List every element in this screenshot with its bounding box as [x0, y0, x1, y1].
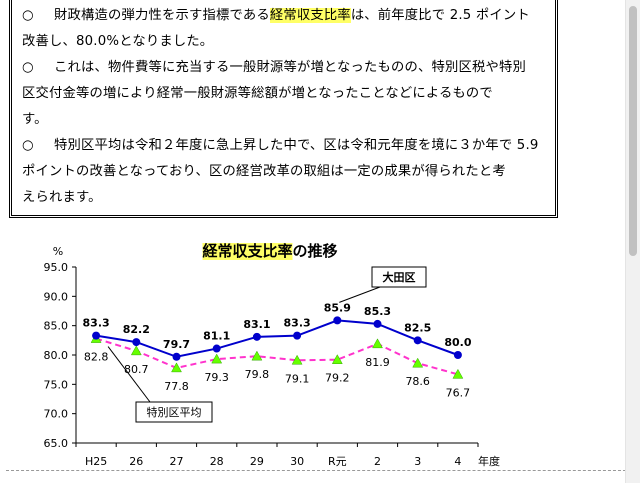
bullet-icon: ○: [22, 8, 34, 23]
series-line-ota: [95, 319, 459, 358]
average-data-label: 79.2: [325, 372, 350, 385]
ota-point: [212, 344, 221, 353]
x-tick-label: 27: [170, 455, 184, 468]
paragraph-1-line-1: ○ 財政構造の弾力性を示す指標である経常収支比率は、前年度比で 2.5 ポイント: [22, 3, 562, 29]
paragraph-2-line-1: ○ これは、物件費等に充当する一般財源等が増となったものの、特別区税や特別: [22, 55, 562, 81]
legend-leader-average: [107, 346, 151, 403]
x-axis-unit: 年度: [478, 454, 500, 468]
paragraph-1-line-2: 改善し、80.0%となりました。: [22, 29, 562, 55]
chart-title-highlight: 経常収支比率: [202, 242, 292, 260]
ota-data-label: 85.9: [324, 301, 351, 314]
average-point: [130, 345, 142, 356]
ratio-chart: 経常収支比率の推移 % 年度 95.0 90.0 85.0 80.0 75.0 70.0 6…: [44, 242, 501, 468]
average-point: [291, 354, 303, 365]
legend-box-ota: [371, 266, 427, 288]
series-line-average: [95, 337, 459, 376]
average-data-label: 80.7: [124, 363, 149, 376]
ota-point: [453, 351, 462, 359]
text-run: 改善し、80.0%となりました。: [22, 34, 214, 49]
y-tick-label: 90.0: [44, 290, 69, 303]
ota-point: [92, 331, 101, 340]
chart-title: 経常収支比率の推移: [202, 242, 337, 260]
text-run: えられます。: [22, 190, 102, 205]
average-data-label: 81.9: [365, 356, 390, 369]
text-run: す。: [22, 112, 48, 127]
paragraph-3-line-1: ○ 特別区平均は令和２年度に急上昇した中で、区は令和元年度を境に３か年で 5.9: [22, 133, 562, 159]
average-point: [211, 353, 223, 364]
paragraph-2-line-3: す。: [22, 107, 562, 133]
average-point: [412, 357, 424, 368]
y-tick-label: 65.0: [44, 437, 69, 450]
highlighted-term: 経常収支比率: [269, 8, 351, 23]
text-run: 財政構造の弾力性を示す指標である: [54, 8, 270, 23]
ota-point: [413, 336, 422, 345]
ota-data-label: 83.3: [83, 317, 110, 330]
x-tick-label: H25: [85, 455, 107, 468]
summary-box: ○ 財政構造の弾力性を示す指標である経常収支比率は、前年度比で 2.5 ポイント改…: [9, 0, 558, 218]
y-tick-label: 95.0: [44, 261, 69, 274]
average-data-label: 76.7: [446, 386, 471, 399]
ota-point: [252, 332, 261, 341]
average-data-label: 79.3: [204, 371, 229, 384]
average-point: [452, 368, 464, 379]
x-tick-label: 26: [129, 455, 143, 468]
paragraph-3-line-2: ポイントの改善となっており、区の経営改革の取組は一定の成果が得られたと考: [22, 159, 562, 185]
chart-title-highlight-bg: [202, 243, 293, 260]
average-point: [372, 338, 383, 349]
paragraph-2-line-2: 区交付金等の増により経常一般財源等総額が増となったことなどによるもので: [22, 81, 562, 107]
bottom-divider: [6, 470, 626, 471]
ota-point: [293, 331, 302, 340]
x-tick-label: 2: [374, 455, 381, 468]
text-run: 区交付金等の増により経常一般財源等総額が増となったことなどによるもので: [22, 86, 493, 101]
legend-box-average: [135, 401, 213, 423]
text-run: ポイントの改善となっており、区の経営改革の取組は一定の成果が得られたと考: [22, 164, 506, 179]
average-data-label: 79.8: [245, 368, 270, 381]
ota-data-label: 82.2: [123, 323, 150, 336]
bullet-icon: ○: [22, 60, 34, 75]
y-tick-label: 70.0: [44, 408, 69, 421]
x-tick-label: 30: [290, 455, 304, 468]
y-tick-label: 75.0: [44, 378, 69, 391]
paragraph-3-line-3: えられます。: [22, 185, 562, 211]
legend-label-average: 特別区平均: [147, 405, 202, 419]
scrollbar-thumb[interactable]: [629, 6, 637, 256]
average-point: [331, 354, 343, 364]
average-point: [251, 350, 263, 361]
x-tick-label: 28: [210, 455, 224, 468]
y-tick-label: 80.0: [44, 349, 69, 362]
legend-label-ota: 大田区: [383, 270, 416, 284]
ota-point: [172, 352, 181, 361]
text-run: これは、物件費等に充当する一般財源等が増となったものの、特別区税や特別: [54, 60, 526, 75]
average-data-label: 77.8: [164, 380, 189, 393]
average-data-label: 79.1: [285, 372, 310, 385]
scrollbar[interactable]: [625, 0, 640, 483]
y-axis-unit: %: [53, 245, 63, 258]
ota-point: [132, 338, 141, 347]
average-data-label: 78.6: [405, 375, 430, 388]
chart-title-rest: の推移: [293, 242, 338, 260]
x-tick-label: 3: [414, 455, 421, 468]
x-tick-label: R元: [328, 455, 347, 468]
ota-data-label: 82.5: [404, 321, 431, 334]
ota-point: [333, 316, 342, 325]
legend-leader-ota: [339, 286, 381, 303]
ota-point: [373, 319, 382, 328]
ota-data-label: 83.1: [243, 318, 270, 331]
ota-data-label: 83.3: [284, 317, 311, 330]
bullet-icon: ○: [22, 138, 34, 153]
text-run: は、前年度比で 2.5 ポイント: [350, 8, 530, 23]
ota-data-label: 85.3: [364, 305, 391, 318]
ota-data-label: 80.0: [444, 336, 471, 349]
x-tick-label: 29: [250, 455, 264, 468]
ota-data-label: 81.1: [203, 330, 230, 343]
ota-data-label: 79.7: [163, 338, 190, 351]
average-point: [171, 362, 182, 373]
text-run: 特別区平均は令和２年度に急上昇した中で、区は令和元年度を境に３か年で 5.9: [54, 138, 539, 153]
x-tick-label: 4: [454, 455, 461, 468]
y-tick-label: 85.0: [44, 320, 69, 333]
average-data-label: 82.8: [84, 351, 109, 364]
